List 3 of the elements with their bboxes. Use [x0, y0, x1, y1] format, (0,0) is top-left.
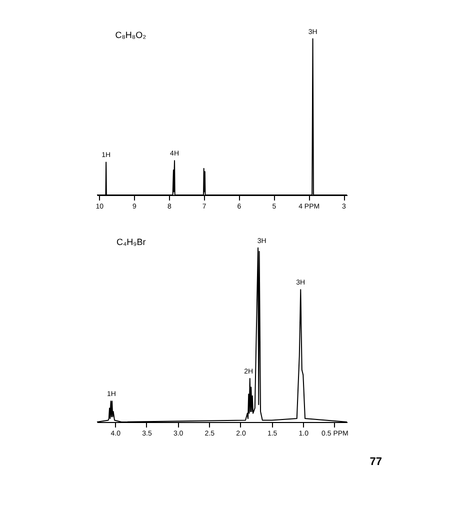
chart-title: C₈H₈O₂: [115, 30, 147, 40]
text: 77: [370, 456, 382, 468]
chart-title: C₄H₉Br: [116, 237, 146, 247]
